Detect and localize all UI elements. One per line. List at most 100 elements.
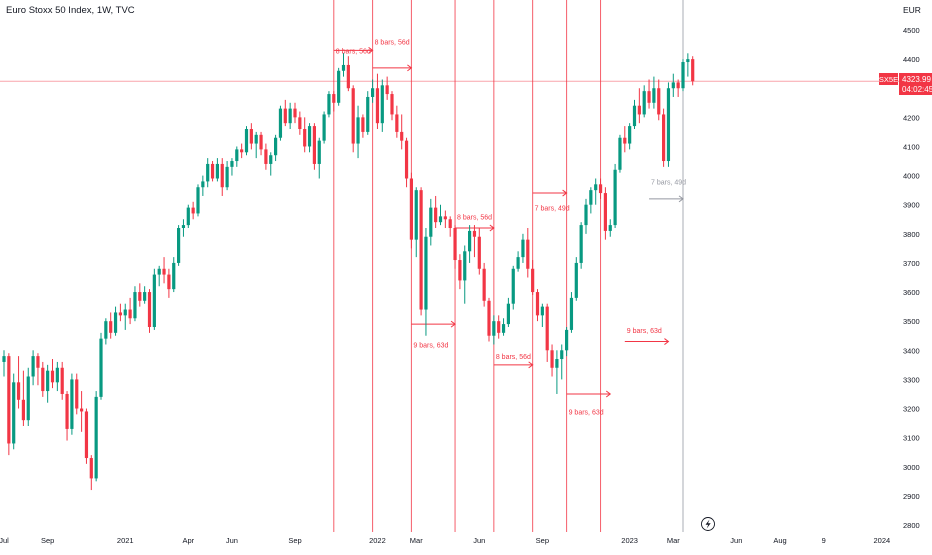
candle-body (70, 379, 74, 429)
candle-body (550, 350, 554, 368)
candle-body (400, 131, 404, 141)
candle (472, 225, 477, 258)
candle-body (225, 166, 229, 188)
candle (657, 79, 661, 121)
candle-body (351, 88, 355, 144)
candle (341, 53, 346, 77)
candle-body (424, 236, 428, 310)
candle (647, 79, 651, 109)
candle-body (371, 88, 375, 97)
candle-body (691, 59, 695, 82)
candle (298, 111, 302, 135)
candle-body (167, 274, 171, 290)
candle-body (322, 114, 326, 141)
symbol-badge-bg (879, 73, 898, 85)
candle-body (118, 312, 122, 316)
candle-body (506, 303, 510, 325)
tradingview-bolt-icon[interactable] (701, 517, 715, 531)
candle (662, 108, 666, 167)
measure-label: 7 bars, 49d (651, 179, 686, 186)
candle (390, 91, 394, 121)
price-axis[interactable]: 2800 2900 3000 3100 3200 3300 3400 3500 3600 3700… (903, 26, 920, 530)
candle-body (468, 230, 472, 252)
candle-body (458, 260, 462, 281)
measure-label: 9 bars, 63d (627, 328, 662, 335)
measure-arrowhead (678, 195, 684, 203)
candle (424, 228, 428, 336)
y-tick-label: 3900 (903, 201, 920, 210)
candle-body (327, 94, 331, 115)
candle-body (443, 216, 447, 220)
candle (356, 105, 360, 159)
y-tick-label: 4200 (903, 113, 920, 122)
candle-body (215, 163, 219, 179)
measure-label: 8 bars, 56d (336, 48, 371, 55)
candle (104, 318, 108, 345)
candle (497, 315, 501, 339)
candle-body (346, 64, 350, 89)
candle-body (274, 137, 278, 156)
candle-body (12, 382, 16, 444)
candle-body (429, 207, 433, 237)
candle (332, 91, 336, 112)
candle-body (84, 411, 89, 459)
y-tick-label: 3500 (903, 317, 920, 326)
candle (181, 219, 186, 237)
candle-body (31, 356, 35, 377)
candle (84, 408, 89, 464)
candle (395, 105, 399, 138)
x-tick-label: Jun (226, 536, 238, 545)
y-tick-label: 3700 (903, 259, 920, 268)
candle (167, 268, 171, 298)
candle-body (7, 356, 11, 444)
candle-body (589, 190, 593, 205)
measure-label: 8 bars, 56d (375, 40, 410, 47)
candle (429, 198, 433, 246)
candle (613, 163, 617, 228)
time-axis[interactable]: Jul Sep 2021 Apr Jun Sep 2022 Mar Jun Sep 2023 Mar J… (0, 536, 890, 545)
candle (385, 76, 389, 100)
candle-body (293, 108, 297, 118)
candle (138, 283, 142, 307)
candle (574, 257, 578, 301)
candle (55, 361, 59, 392)
candle-body (278, 108, 283, 138)
candle (143, 286, 147, 304)
candle-body (492, 321, 496, 336)
candle-body (143, 292, 147, 301)
x-tick-label: Mar (410, 536, 423, 545)
y-tick-label: 2900 (903, 492, 920, 501)
candle-body (249, 129, 253, 144)
y-tick-label: 3800 (903, 230, 920, 239)
y-tick-label: 3400 (903, 346, 920, 355)
candle-body (569, 297, 574, 330)
candle (327, 91, 331, 118)
x-tick-label: 2024 (874, 536, 891, 545)
y-tick-label: 4500 (903, 26, 920, 35)
candle (278, 105, 283, 141)
candle-body (642, 91, 646, 115)
candle (438, 204, 443, 226)
candle-body (307, 126, 312, 147)
candle-body (317, 140, 321, 164)
candle-body (109, 321, 113, 333)
candle-body (128, 309, 132, 319)
candle (36, 353, 40, 386)
candle-body (434, 207, 438, 223)
measure-arrowhead (528, 361, 534, 369)
candle (215, 158, 219, 182)
candle-body (191, 207, 195, 214)
candle (60, 361, 64, 400)
candle (540, 303, 544, 327)
candle-body (65, 393, 69, 429)
candle-body (497, 321, 501, 333)
candle-body (361, 117, 365, 132)
candle (269, 152, 273, 176)
symbol-badge-text: SX5E (879, 75, 898, 84)
candle (99, 332, 103, 400)
candle (128, 297, 132, 325)
candle (210, 161, 215, 182)
candle (196, 184, 200, 217)
